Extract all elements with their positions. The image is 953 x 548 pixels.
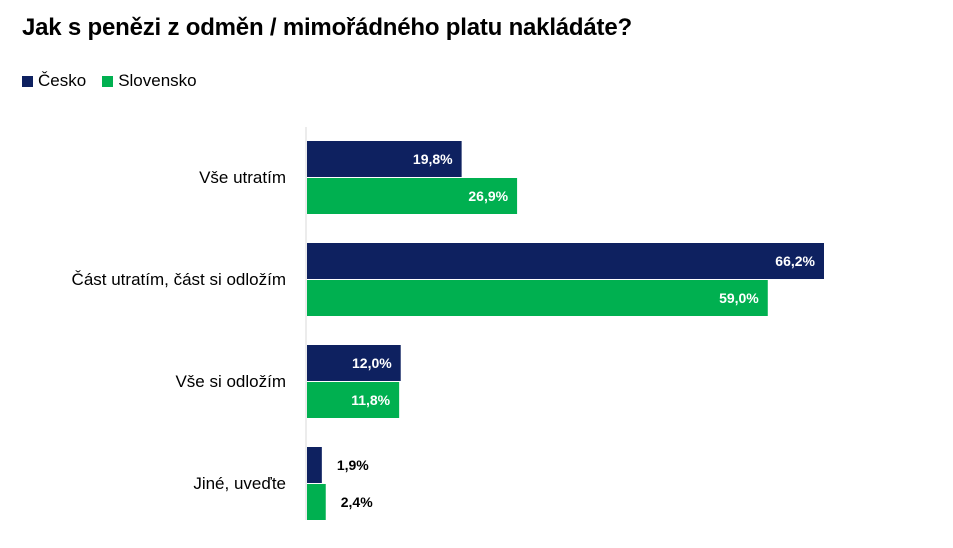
bar-cesko (307, 345, 401, 381)
chart-title: Jak s penězi z odměn / mimořádného platu… (22, 14, 632, 41)
data-label: 19,8% (413, 151, 453, 167)
category-label: Část utratím, část si odložím (72, 270, 286, 289)
legend-label-slovensko: Slovensko (118, 71, 197, 90)
data-label: 12,0% (352, 355, 392, 371)
legend-item-slovensko: Slovensko (102, 71, 197, 91)
bar-cesko (307, 141, 462, 177)
category-label: Vše utratím (199, 168, 286, 187)
data-label: 1,9% (337, 457, 369, 473)
bar-slovensko (307, 484, 326, 520)
bar-slovensko (307, 280, 768, 316)
bar-cesko (307, 243, 824, 279)
data-label: 26,9% (468, 188, 508, 204)
legend-label-cesko: Česko (38, 71, 87, 90)
data-label: 11,8% (351, 392, 390, 408)
data-label: 66,2% (775, 253, 815, 269)
bar-slovensko (307, 178, 518, 214)
legend: Česko Slovensko (22, 71, 213, 91)
category-label: Jiné, uveďte (193, 474, 286, 493)
data-label: 59,0% (719, 290, 759, 306)
legend-item-cesko: Česko (22, 71, 86, 91)
bar-cesko (307, 447, 322, 483)
legend-swatch-cesko (22, 75, 33, 87)
category-label: Vše si odložím (175, 372, 286, 391)
data-label: 2,4% (341, 494, 373, 510)
legend-swatch-slovensko (102, 75, 114, 87)
bar-slovensko (307, 382, 400, 418)
